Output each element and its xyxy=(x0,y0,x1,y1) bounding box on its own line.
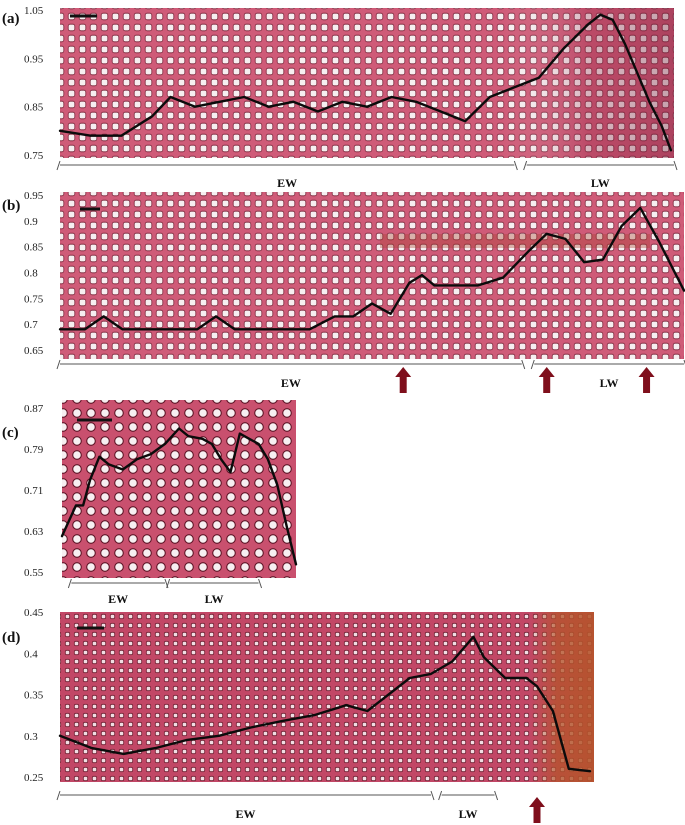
y-axis-d: 0.45 0.4 0.35 0.3 0.25 xyxy=(24,607,44,784)
y-tick-label-b: 0.75 xyxy=(24,293,44,305)
y-tick-label-d: 0.45 xyxy=(24,607,44,619)
zone-bracket-ew xyxy=(56,790,435,801)
panel-label-d: (d) xyxy=(2,630,20,646)
y-tick-label-a: 0.85 xyxy=(24,102,44,114)
arrows-d xyxy=(529,797,545,823)
zone-brackets-c: EW LW xyxy=(67,578,263,606)
zone-label-lw: LW xyxy=(600,376,619,390)
y-tick-label-b: 0.7 xyxy=(24,319,38,331)
zone-label-ew: EW xyxy=(108,592,128,606)
y-tick-label-b: 0.85 xyxy=(24,242,44,254)
y-tick-label-a: 1.05 xyxy=(24,5,44,17)
zone-label-ew: EW xyxy=(277,176,297,190)
y-tick-label-c: 0.55 xyxy=(24,567,44,579)
y-tick-label-d: 0.3 xyxy=(24,731,38,743)
latewood-shade-d xyxy=(60,612,594,782)
y-tick-label-b: 0.9 xyxy=(24,216,38,228)
y-tick-label-d: 0.4 xyxy=(24,648,38,660)
y-tick-label-d: 0.35 xyxy=(24,690,44,702)
panel-d: (d) 0.45 0.4 0.35 0.3 0.25 EW LW xyxy=(2,607,594,823)
density-line-d xyxy=(58,635,592,773)
zone-label-lw: LW xyxy=(591,176,610,190)
density-line-c xyxy=(60,427,298,566)
panel-a: (a) 1.05 0.95 0.85 0.75 EW LW xyxy=(2,5,678,190)
y-tick-label-c: 0.79 xyxy=(24,444,44,456)
y-axis-a: 1.05 0.95 0.85 0.75 xyxy=(24,5,44,162)
zone-bracket-ew xyxy=(56,359,526,370)
marker-arrow-d xyxy=(529,797,545,823)
zone-bracket-lw xyxy=(166,578,263,589)
y-tick-label-a: 0.75 xyxy=(24,150,44,162)
zone-bracket-ew xyxy=(56,160,518,171)
zone-label-lw: LW xyxy=(205,592,224,606)
y-tick-label-d: 0.25 xyxy=(24,772,44,784)
y-tick-label-a: 0.95 xyxy=(24,53,44,65)
density-line-b xyxy=(58,206,685,331)
y-axis-c: 0.87 0.79 0.71 0.63 0.55 xyxy=(24,403,44,579)
y-tick-label-b: 0.65 xyxy=(24,345,44,357)
zone-bracket-lw xyxy=(530,359,685,370)
zone-bracket-lw xyxy=(438,790,499,801)
zone-brackets-a: EW LW xyxy=(56,160,678,190)
panel-label-c: (c) xyxy=(2,425,19,441)
latewood-band-b xyxy=(380,234,650,248)
panel-label-b: (b) xyxy=(2,198,20,214)
zone-brackets-d: EW LW xyxy=(56,790,499,821)
y-tick-label-c: 0.87 xyxy=(24,403,44,415)
marker-arrow-b xyxy=(395,367,412,393)
latewood-shade-a xyxy=(60,8,674,158)
zone-brackets-b: EW LW xyxy=(56,359,685,390)
micrograph-b xyxy=(60,192,684,359)
y-tick-label-c: 0.71 xyxy=(24,485,43,497)
panel-c: (c) 0.87 0.79 0.71 0.63 0.55 EW LW xyxy=(2,400,298,606)
micrograph-c xyxy=(62,400,296,578)
y-tick-label-c: 0.63 xyxy=(24,526,44,538)
zone-label-lw: LW xyxy=(459,807,478,821)
y-axis-b: 0.95 0.9 0.85 0.8 0.75 0.7 0.65 xyxy=(24,190,44,357)
marker-arrow-b xyxy=(638,367,655,393)
panel-label-a: (a) xyxy=(2,11,20,27)
zone-bracket-ew xyxy=(67,578,169,589)
density-line-a xyxy=(58,13,673,152)
arrows-b xyxy=(395,367,655,393)
y-tick-label-b: 0.8 xyxy=(24,268,38,280)
zone-label-ew: EW xyxy=(281,376,301,390)
zone-label-ew: EW xyxy=(235,807,255,821)
y-tick-label-b: 0.95 xyxy=(24,190,44,202)
marker-arrow-b xyxy=(538,367,555,393)
panel-b: (b) 0.95 0.9 0.85 0.8 0.75 0.7 0.65 EW LW xyxy=(2,190,685,393)
zone-bracket-lw xyxy=(523,160,678,171)
